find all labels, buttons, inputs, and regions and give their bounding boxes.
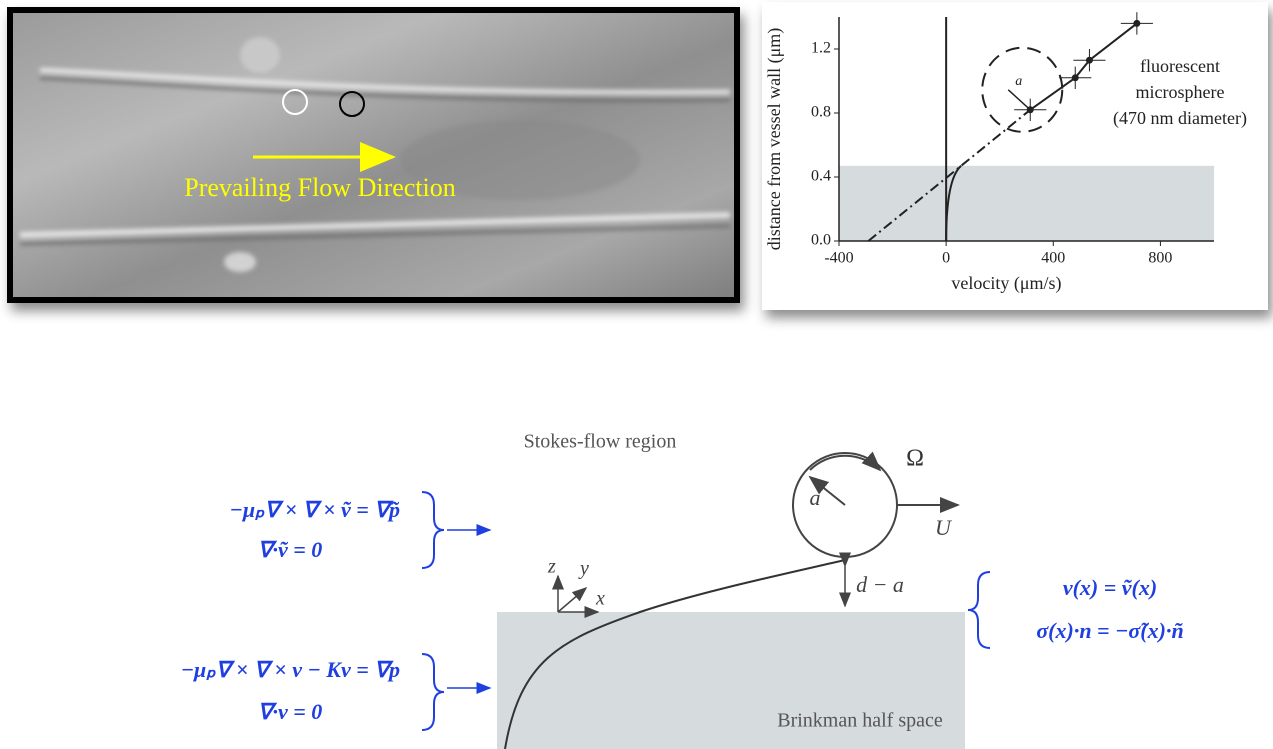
equation: ∇·ṽ = 0 bbox=[258, 537, 323, 562]
equation: −μₚ∇ × ∇ × ṽ = ∇p̃ bbox=[229, 497, 400, 522]
point bbox=[1072, 74, 1079, 81]
omega-label: Ω bbox=[906, 446, 924, 472]
annotation: (470 nm diameter) bbox=[1113, 108, 1247, 129]
annotation: a bbox=[1015, 74, 1022, 89]
equation: −μₚ∇ × ∇ × v − Kv = ∇p bbox=[181, 657, 400, 682]
x-tick-label: -400 bbox=[824, 250, 853, 267]
y-axis-label: distance from vessel wall (μm) bbox=[764, 28, 785, 251]
annotation: microsphere bbox=[1136, 82, 1225, 102]
y-tick-label: 0.8 bbox=[811, 104, 831, 121]
band bbox=[839, 166, 1214, 241]
equation: v(x) = ṽ(x) bbox=[1063, 575, 1157, 600]
micrograph: Prevailing Flow Direction bbox=[10, 10, 737, 300]
annotation: fluorescent bbox=[1140, 56, 1220, 76]
axis-label: y bbox=[578, 558, 589, 580]
diagram: Stokes-flow region Brinkman half space Ω… bbox=[181, 431, 1184, 749]
axis-label: x bbox=[595, 588, 605, 610]
x-tick-label: 800 bbox=[1148, 250, 1172, 267]
y-tick-label: 0.0 bbox=[811, 232, 831, 249]
gap-label: d − a bbox=[856, 572, 904, 597]
figure: Prevailing Flow Direction -400 0 400 800 0.0… bbox=[0, 0, 1273, 749]
equation: σ(x)·n = −σ̃(x)·ñ bbox=[1036, 618, 1183, 643]
x-tick-label: 0 bbox=[942, 250, 950, 267]
radius-label: a bbox=[810, 485, 821, 510]
page: Prevailing Flow Direction -400 0 400 800 0.0… bbox=[0, 0, 1273, 749]
y-tick-label: 1.2 bbox=[811, 40, 831, 57]
axis-label: z bbox=[547, 556, 556, 578]
velocity-label: U bbox=[935, 515, 953, 540]
region-label: Brinkman half space bbox=[777, 710, 943, 732]
point bbox=[1133, 20, 1140, 27]
flow-caption: Prevailing Flow Direction bbox=[184, 173, 456, 202]
y-tick-label: 0.4 bbox=[811, 168, 831, 185]
point bbox=[1086, 57, 1093, 64]
region-label: Stokes-flow region bbox=[524, 431, 677, 453]
equation: ∇·v = 0 bbox=[258, 699, 323, 724]
x-axis-label: velocity (μm/s) bbox=[951, 273, 1061, 294]
x-tick-label: 400 bbox=[1041, 250, 1065, 267]
